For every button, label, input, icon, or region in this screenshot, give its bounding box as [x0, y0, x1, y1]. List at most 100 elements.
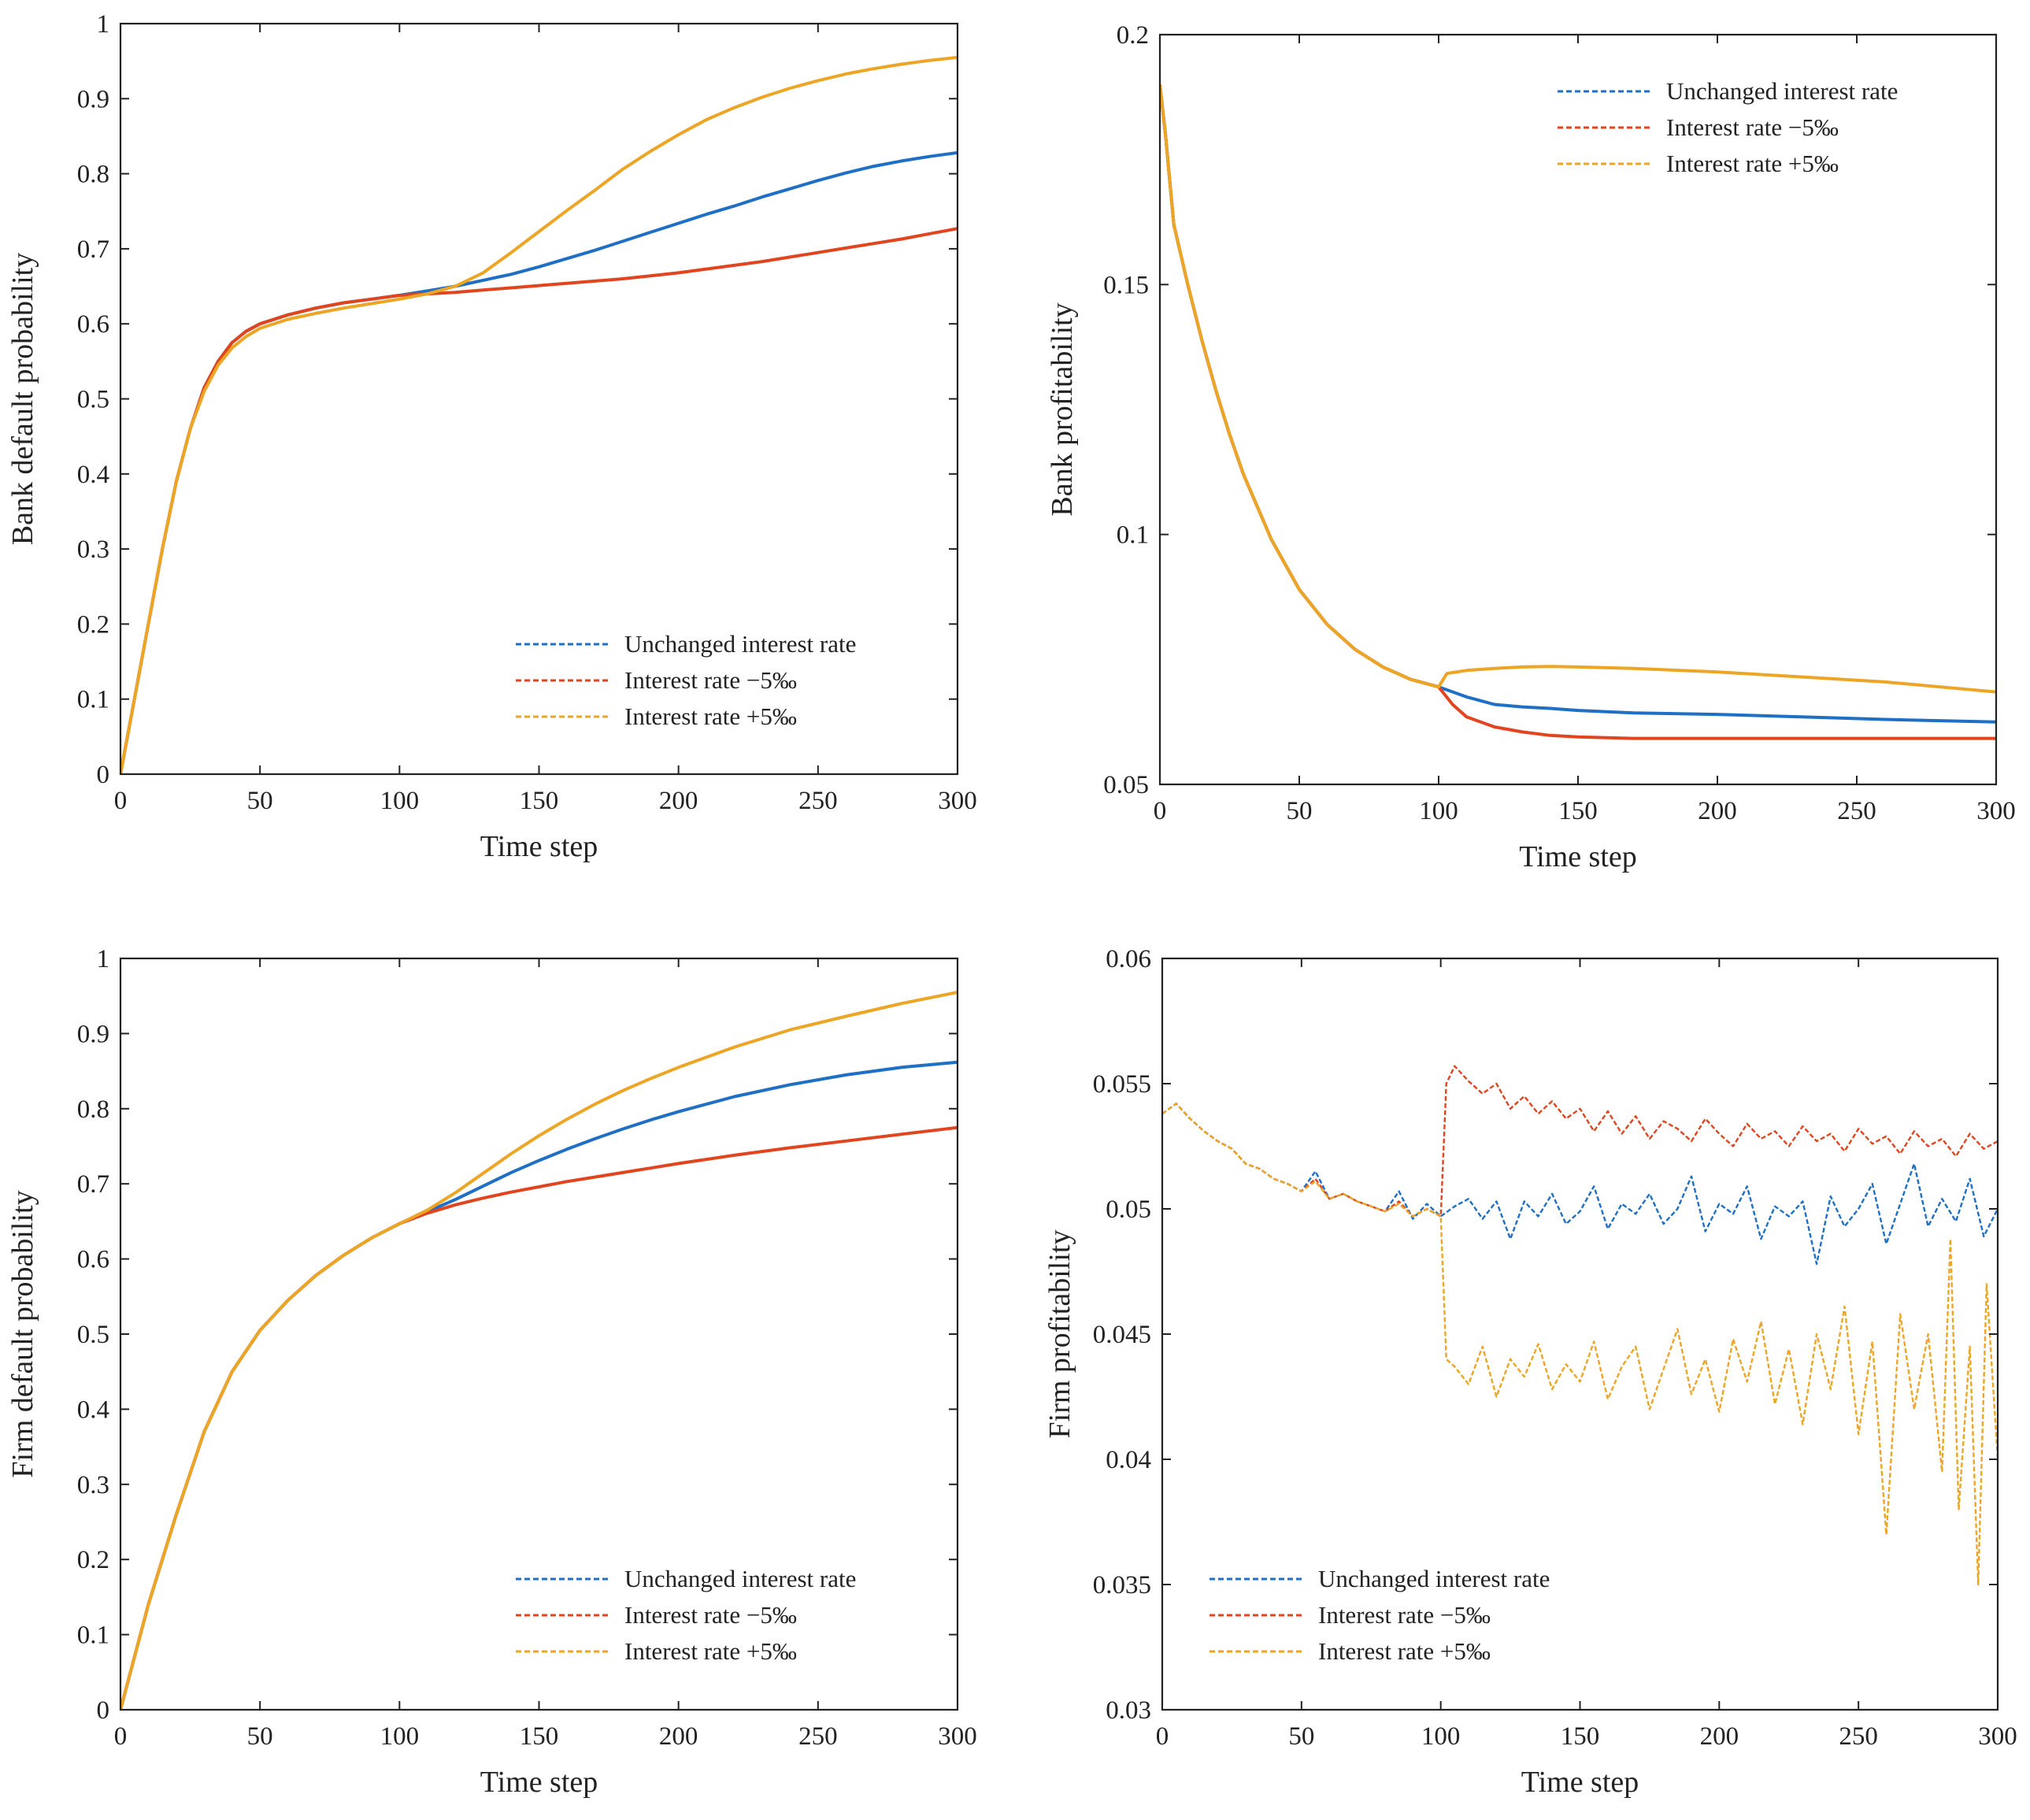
y-tick-label: 1 — [97, 10, 110, 39]
x-tick-label: 200 — [659, 787, 698, 815]
x-tick-label: 300 — [1976, 797, 2016, 825]
series-line-2 — [120, 990, 958, 1710]
x-axis-label: Time step — [1521, 1766, 1639, 1799]
x-tick-label: 150 — [520, 1722, 559, 1751]
y-tick-label: 0 — [97, 761, 110, 789]
chart-panel-firm-profit: 0 50 100 150 200 250 300 0.03 0.035 0.04 0.045 0.05… — [1043, 945, 2017, 1799]
series-line-0 — [120, 150, 958, 774]
x-tick-label: 100 — [1419, 797, 1458, 825]
x-axis-label: Time step — [480, 1766, 598, 1799]
series-line-2 — [1160, 84, 1996, 694]
y-tick-label: 0.05 — [1103, 771, 1149, 799]
plot-frame — [119, 957, 959, 1711]
y-tick-label: 0.8 — [77, 1095, 109, 1124]
x-tick-label: 300 — [938, 1722, 977, 1751]
x-tick-label: 300 — [938, 787, 977, 815]
series-line-1 — [1160, 84, 1996, 740]
y-tick-label: 0.035 — [1093, 1571, 1151, 1599]
legend-label-0: Unchanged interest rate — [624, 630, 856, 658]
series-line-1 — [120, 1125, 958, 1710]
y-tick-label: 0.2 — [1117, 21, 1149, 50]
series-group — [1160, 84, 1996, 740]
series-line-1 — [1162, 1065, 1998, 1218]
x-tick-label: 250 — [798, 787, 838, 815]
x-tick-label: 200 — [659, 1722, 698, 1751]
legend-label-2: Interest rate +5‰ — [624, 1637, 797, 1665]
y-tick-label: 0.4 — [77, 1396, 109, 1424]
y-tick-label: 0.6 — [77, 310, 109, 339]
y-tick-label: 0.7 — [77, 235, 109, 264]
x-tick-label: 0 — [1156, 1722, 1169, 1751]
x-tick-label: 50 — [247, 787, 273, 815]
series-group — [120, 55, 958, 774]
x-tick-label: 200 — [1700, 1722, 1739, 1751]
legend-label-0: Unchanged interest rate — [1318, 1565, 1550, 1592]
legend: Unchanged interest rate Interest rate −5‰… — [1209, 1565, 1550, 1665]
x-tick-label: 250 — [1837, 797, 1876, 825]
series-line-0 — [1160, 84, 1996, 724]
x-tick-label: 250 — [798, 1722, 838, 1751]
y-tick-label: 0.6 — [77, 1246, 109, 1274]
x-tick-label: 0 — [114, 1722, 128, 1751]
legend-label-2: Interest rate +5‰ — [624, 702, 797, 730]
y-tick-label: 0.5 — [77, 1321, 109, 1349]
y-tick-label: 0.9 — [77, 85, 109, 113]
legend: Unchanged interest rate Interest rate −5‰… — [516, 630, 856, 730]
chart-panel-bank-default: 0 50 100 150 200 250 300 0 0.1 0.2 0.3 0.4 0.5 0.6 0.7… — [6, 10, 977, 863]
y-axis-label: Bank default probability — [6, 253, 39, 545]
plot-frame — [1161, 957, 1999, 1711]
x-tick-label: 50 — [247, 1722, 273, 1751]
plot-frame — [1158, 33, 1998, 786]
legend: Unchanged interest rate Interest rate −5‰… — [1558, 77, 1898, 177]
series-line-2 — [120, 55, 958, 774]
legend-label-1: Interest rate −5‰ — [1666, 113, 1839, 141]
y-tick-label: 0.3 — [77, 536, 109, 564]
y-tick-label: 0.055 — [1093, 1070, 1151, 1099]
x-tick-label: 100 — [380, 787, 420, 815]
y-tick-label: 0.2 — [77, 1546, 109, 1574]
x-axis-label: Time step — [480, 830, 598, 863]
y-tick-label: 0.06 — [1106, 945, 1151, 973]
legend-label-1: Interest rate −5‰ — [624, 1601, 797, 1629]
y-tick-label: 0.04 — [1106, 1446, 1151, 1474]
y-tick-label: 0.7 — [77, 1170, 109, 1199]
x-tick-label: 100 — [380, 1722, 420, 1751]
y-tick-label: 0.045 — [1093, 1321, 1151, 1349]
series-group — [120, 990, 958, 1710]
y-axis-label: Bank profitability — [1046, 302, 1079, 516]
legend-label-0: Unchanged interest rate — [1666, 77, 1898, 105]
y-tick-label: 0.1 — [77, 686, 109, 714]
chart-panel-firm-default: 0 50 100 150 200 250 300 0 0.1 0.2 0.3 0.4 0.5 0.6 0.7… — [6, 945, 977, 1799]
y-tick-label: 0.9 — [77, 1020, 109, 1048]
x-tick-label: 300 — [1978, 1722, 2017, 1751]
series-group — [1162, 1065, 1998, 1586]
y-axis-label: Firm profitability — [1043, 1230, 1076, 1439]
series-line-2 — [1162, 1103, 1998, 1586]
x-tick-label: 250 — [1839, 1722, 1878, 1751]
x-tick-label: 150 — [1558, 797, 1598, 825]
x-tick-label: 0 — [1154, 797, 1167, 825]
y-tick-label: 1 — [97, 945, 110, 973]
y-tick-label: 0.3 — [77, 1471, 109, 1499]
legend-label-0: Unchanged interest rate — [624, 1565, 856, 1592]
plot-frame — [119, 22, 959, 776]
legend-label-1: Interest rate −5‰ — [1318, 1601, 1491, 1629]
legend-label-2: Interest rate +5‰ — [1666, 150, 1839, 177]
legend-label-1: Interest rate −5‰ — [624, 666, 797, 694]
y-tick-label: 0.4 — [77, 461, 109, 489]
legend-label-2: Interest rate +5‰ — [1318, 1637, 1491, 1665]
y-tick-label: 0.5 — [77, 386, 109, 414]
legend: Unchanged interest rate Interest rate −5‰… — [516, 1565, 856, 1665]
x-tick-label: 200 — [1698, 797, 1737, 825]
x-tick-label: 150 — [1561, 1722, 1600, 1751]
y-tick-label: 0 — [97, 1696, 110, 1725]
x-axis-label: Time step — [1519, 840, 1637, 873]
y-tick-label: 0.8 — [77, 161, 109, 189]
y-tick-label: 0.1 — [77, 1622, 109, 1650]
y-tick-label: 0.15 — [1103, 271, 1149, 299]
x-tick-label: 150 — [520, 787, 559, 815]
y-tick-label: 0.03 — [1106, 1696, 1151, 1725]
y-tick-label: 0.2 — [77, 610, 109, 639]
y-axis-label: Firm default probability — [6, 1190, 39, 1477]
series-line-1 — [120, 227, 958, 774]
